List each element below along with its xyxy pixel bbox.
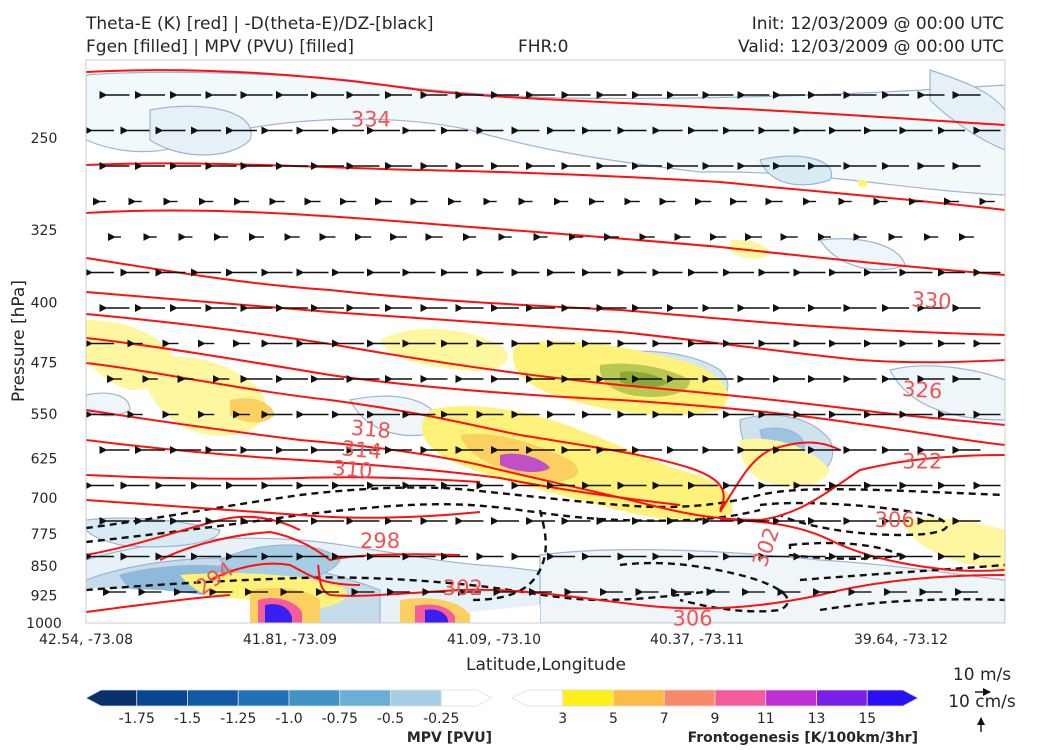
colorbar-tick-label: 15: [858, 711, 876, 727]
colorbar-tick-label: 13: [808, 711, 826, 727]
theta-e-label: 334: [351, 107, 391, 131]
title-line-1: Theta-E (K) [red] | -D(theta-E)/DZ-[blac…: [86, 14, 434, 34]
theta-e-label: 302: [443, 576, 483, 600]
theta-e-label: 310: [331, 456, 373, 483]
theta-e-label: 318: [350, 416, 392, 443]
colorbar-segment: [187, 689, 239, 707]
x-tick-label: 39.64, -73.12: [854, 632, 948, 648]
y-tick-label: 325: [31, 223, 58, 239]
reference-w-label: 10 cm/s: [948, 692, 1016, 712]
y-tick-label: 400: [31, 295, 58, 311]
colorbar-segment: [85, 689, 138, 707]
theta-e-label: 326: [901, 377, 943, 404]
colorbar-tick-label: -0.5: [377, 711, 404, 727]
theta-e-contours: [86, 69, 1005, 613]
y-tick-label: 775: [31, 527, 58, 543]
colorbar-tick-label: -1.5: [174, 711, 201, 727]
y-tick-label: 475: [31, 356, 58, 372]
init-time: Init: 12/03/2009 @ 00:00 UTC: [751, 14, 1004, 34]
colorbar-segment: [663, 689, 716, 707]
x-tick-label: 40.37, -73.11: [650, 632, 744, 648]
colorbar-tick-label: 9: [711, 711, 720, 727]
colorbar-segment: [237, 689, 290, 707]
mpv-colorbar: -1.75 -1.5 -1.25 -1.0 -0.75 -0.5 -0.25 MPV [PVU…: [85, 689, 493, 746]
colorbar-segment: [816, 689, 868, 707]
y-tick-label: 250: [31, 131, 58, 147]
plot-area: [86, 60, 1005, 623]
colorbar-title: Frontogenesis [K/100km/3hr]: [688, 730, 918, 746]
colorbar-tick-label: 5: [609, 711, 618, 727]
theta-e-label: 322: [902, 449, 942, 473]
colorbar-tick-label: 3: [558, 711, 567, 727]
colorbar-tick-label: -1.0: [275, 711, 302, 727]
theta-e-label: 306: [875, 508, 915, 532]
colorbar-segment: [440, 689, 493, 707]
y-tick-label: 1000: [26, 616, 62, 632]
colorbar-segment: [714, 689, 767, 707]
y-tick-label: 700: [31, 491, 58, 507]
x-axis-ticks: 42.54, -73.08 41.81, -73.09 41.09, -73.10 4…: [39, 632, 948, 648]
y-tick-label: 550: [31, 407, 58, 423]
y-axis-label: Pressure [hPa]: [9, 280, 29, 402]
theta-e-label: 298: [360, 529, 400, 553]
frontogenesis-colorbar: 3 5 7 9 11 13 15 Frontogenesis [K/100km/3hr]: [511, 689, 919, 746]
colorbar-segment: [390, 689, 442, 707]
colorbar-tick-label: -0.25: [423, 711, 459, 727]
colorbar-segment: [339, 689, 391, 707]
colorbar-segment: [136, 689, 188, 707]
colorbar-tick-label: 11: [757, 711, 775, 727]
forecast-hour: FHR:0: [518, 37, 569, 57]
colorbar-segment: [866, 689, 919, 707]
plot-frame: [85, 59, 1006, 624]
y-axis-ticks: 250 325 400 475 550 625 700 775 850 925 1000: [26, 131, 62, 632]
reference-vectors: 10 m/s 10 cm/s: [948, 665, 1016, 732]
x-axis-label: Latitude,Longitude: [466, 655, 626, 675]
colorbar-segment: [511, 689, 564, 707]
valid-time: Valid: 12/03/2009 @ 00:00 UTC: [738, 37, 1004, 57]
colorbar-tick-label: -1.25: [220, 711, 256, 727]
title-line-2: Fgen [filled] | MPV (PVU) [filled]: [86, 37, 355, 57]
colorbar-segment: [288, 689, 341, 707]
colorbar-segment: [765, 689, 817, 707]
colorbar-title: MPV [PVU]: [407, 730, 492, 746]
x-tick-label: 41.09, -73.10: [447, 632, 541, 648]
y-tick-label: 925: [31, 589, 58, 605]
x-tick-label: 41.81, -73.09: [243, 632, 337, 648]
theta-e-label: 306: [672, 606, 712, 630]
wind-vectors: [86, 91, 1001, 596]
theta-e-label: 314: [341, 436, 383, 463]
colorbar-tick-label: 7: [660, 711, 669, 727]
y-tick-label: 625: [31, 452, 58, 468]
colorbar-tick-label: -1.75: [119, 711, 155, 727]
colorbar-segment: [613, 689, 665, 707]
colorbar-tick-label: -0.75: [322, 711, 358, 727]
reference-u-label: 10 m/s: [953, 665, 1011, 685]
y-tick-label: 850: [31, 559, 58, 575]
theta-e-label: 330: [911, 287, 953, 314]
x-tick-label: 42.54, -73.08: [39, 632, 133, 648]
colorbar-segment: [562, 689, 614, 707]
